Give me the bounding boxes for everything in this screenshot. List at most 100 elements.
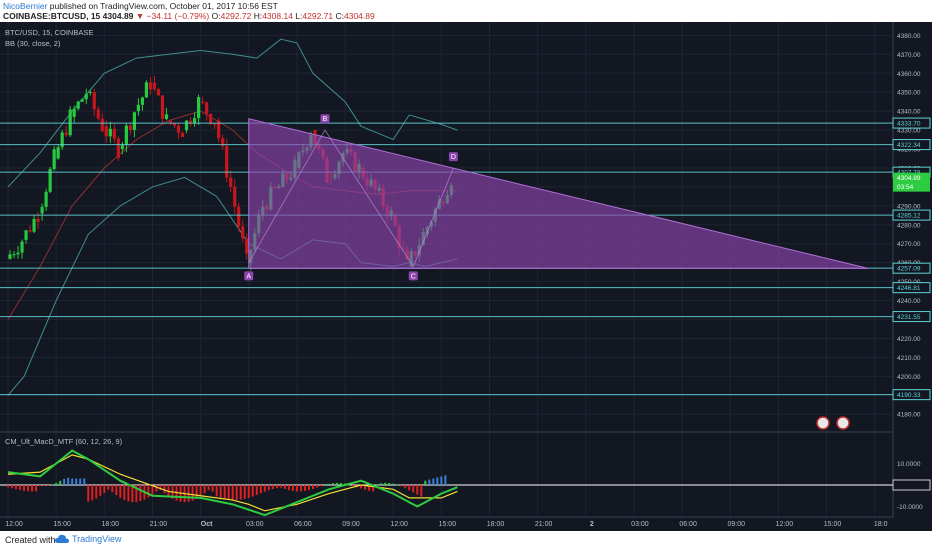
candle-body [245, 238, 249, 254]
candle-body [201, 101, 205, 103]
footer-bar: Created with TradingView [0, 531, 932, 550]
macd-bar [131, 485, 134, 503]
macd-bar [135, 485, 138, 503]
candle-body [241, 226, 245, 239]
time-tick: 03:00 [246, 521, 264, 528]
macd-bar [219, 485, 222, 498]
candle-body [44, 191, 48, 207]
candle-body [221, 138, 225, 147]
level-label-box [892, 139, 931, 151]
macd-tick: -10.0000 [897, 504, 923, 511]
candle-body [188, 120, 193, 124]
time-tick: 21:00 [535, 521, 553, 528]
candle-body [205, 102, 209, 114]
price-tick: 4360.00 [897, 71, 921, 78]
price-tick: 4270.00 [897, 241, 921, 248]
ohlc-key: C: [335, 11, 344, 21]
ohlc-value: 4304.89 [343, 11, 375, 21]
macd-bar [23, 485, 26, 491]
current-price-box [893, 172, 930, 192]
level-label: 4246.81 [897, 285, 921, 292]
ohlc-value: 4292.72 [220, 11, 254, 21]
time-tick: 15:00 [439, 521, 457, 528]
macd-bar [207, 485, 210, 491]
level-label: 4257.09 [897, 266, 921, 273]
candle-body [144, 82, 149, 98]
event-flag-icon [816, 416, 830, 430]
chart-area[interactable]: 4380.00 4370.00 4360.00 4350.00 4340.00 4330.… [0, 22, 932, 531]
candle-body [116, 138, 120, 159]
macd-bar [11, 485, 14, 489]
time-tick: 2 [590, 521, 594, 528]
macd-bar [103, 485, 106, 493]
candle-body [28, 230, 32, 232]
macd-bar [319, 485, 322, 487]
macd-tick: 10.0000 [897, 461, 921, 468]
candle-body [92, 92, 96, 110]
macd-bar [151, 485, 154, 495]
candle-body [213, 123, 217, 125]
candle-body [176, 125, 181, 133]
macd-bar [163, 485, 166, 494]
macd-bar [311, 485, 314, 489]
macd-bar [336, 482, 339, 485]
candle-body [229, 177, 233, 187]
candle-body [64, 132, 68, 136]
candle-body [136, 104, 141, 112]
time-tick: 03:00 [631, 521, 649, 528]
legend-macd: CM_Ult_MacD_MTF (60, 12, 26, 9) [5, 437, 123, 446]
macd-bar [424, 480, 427, 485]
macd-bar [19, 485, 22, 491]
candle-body [68, 109, 72, 136]
macd-line [7, 449, 458, 517]
macd-bar [307, 485, 310, 491]
macd-bar [139, 485, 142, 502]
macd-bar [372, 485, 375, 492]
candle-body [112, 128, 116, 139]
macd-bar [384, 482, 387, 485]
macd-bar [400, 485, 403, 487]
macd-bar [47, 485, 50, 486]
tradingview-logo[interactable]: TradingView [55, 534, 122, 544]
level-label: 4333.70 [897, 121, 921, 128]
ohlc-key: H: [253, 11, 263, 21]
header-bar: NicoBernier published on TradingView.com… [0, 0, 932, 22]
price-tick: 4210.00 [897, 355, 921, 362]
macd-bar [323, 484, 326, 486]
candle-body [192, 118, 197, 124]
macd-bar [155, 485, 158, 492]
symbol-info: COINBASE:BTCUSD, 15 4304.89 ▼ −34.11 (−0… [3, 11, 375, 21]
time-tick: 06:00 [679, 521, 697, 528]
macd-bar [79, 478, 82, 485]
macd-bar [251, 485, 254, 497]
macd-bar [59, 480, 62, 485]
macd-bar [27, 485, 30, 492]
pattern-point-label: C [411, 273, 416, 280]
triangle-pattern [248, 118, 869, 269]
time-tick: 09:00 [342, 521, 360, 528]
macd-bar [392, 483, 395, 485]
grid-lines [0, 22, 893, 517]
price-tick: 4370.00 [897, 52, 921, 59]
macd-bar [91, 485, 94, 501]
chart-canvas[interactable]: 4380.00 4370.00 4360.00 4350.00 4340.00 4330.… [0, 22, 932, 531]
time-tick: 15:00 [53, 521, 71, 528]
macd-bar [43, 485, 46, 486]
candle-body [56, 147, 60, 159]
candle-body [100, 118, 104, 132]
ohlc-values: O:4292.72 H:4308.14 L:4292.71 C:4304.89 [212, 11, 375, 21]
legend-bollinger: BB (30, close, 2) [5, 39, 61, 48]
macd-bar [15, 485, 18, 490]
price-change: ▼ −34.11 (−0.79%) [135, 11, 210, 21]
author-link[interactable]: NicoBernier [3, 1, 48, 11]
candle-body [132, 112, 136, 130]
macd-bar [119, 485, 122, 498]
pattern-point-label: D [451, 154, 456, 161]
created-with-label: Created with [5, 535, 56, 545]
macd-bar [263, 485, 266, 492]
macd-bar [259, 485, 262, 494]
macd-bar [444, 475, 447, 485]
level-label: 4285.12 [897, 213, 921, 220]
macd-bar [247, 485, 250, 498]
macd-bar [432, 478, 435, 485]
